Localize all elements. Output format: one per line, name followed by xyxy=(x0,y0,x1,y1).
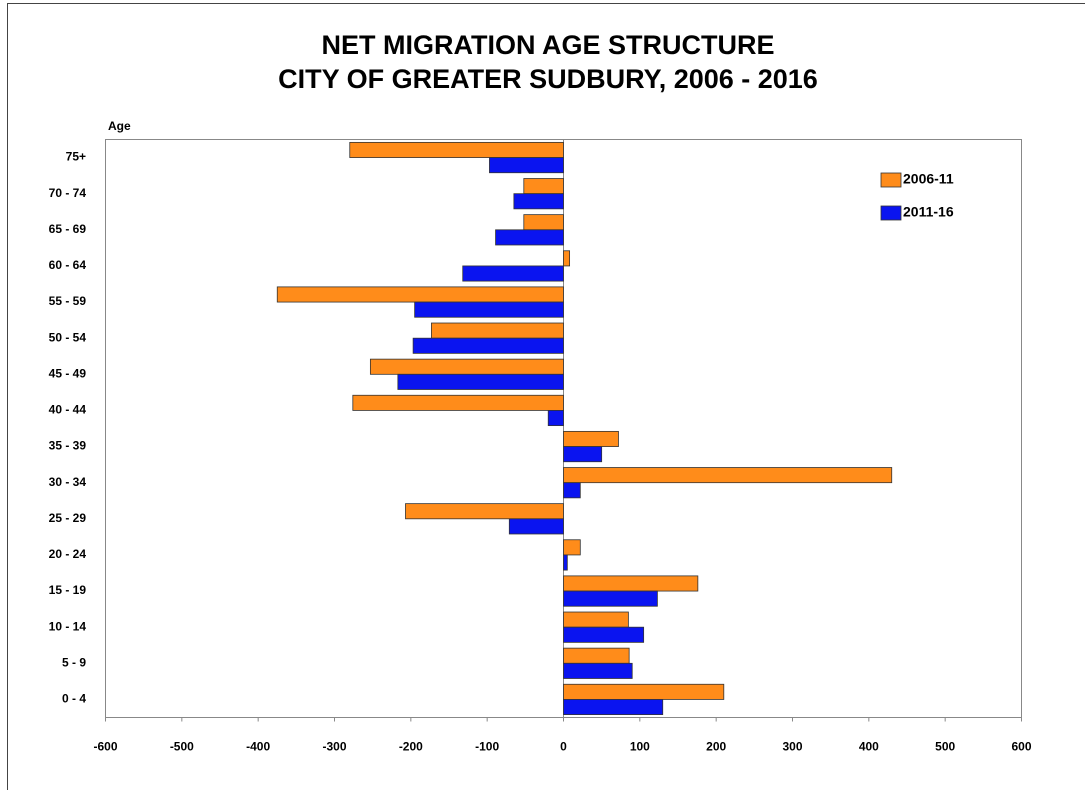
y-tick-label: 65 - 69 xyxy=(49,222,87,236)
legend-swatch xyxy=(880,172,902,188)
x-tick-label: -300 xyxy=(322,740,346,754)
x-tick-label: 500 xyxy=(935,740,955,754)
legend-label: 2011-16 xyxy=(903,204,954,220)
bar xyxy=(563,554,568,571)
x-tick-label: 300 xyxy=(782,740,802,754)
y-tick-label: 75+ xyxy=(66,150,86,164)
bar xyxy=(462,265,564,282)
x-tick-label: -600 xyxy=(93,740,117,754)
y-axis-label: Age xyxy=(108,119,131,133)
bar xyxy=(414,301,564,318)
bar xyxy=(412,337,564,354)
y-tick-label: 70 - 74 xyxy=(49,186,87,200)
bar xyxy=(563,250,571,267)
bar xyxy=(349,141,564,158)
y-tick-label: 45 - 49 xyxy=(49,366,87,380)
y-tick-label: 5 - 9 xyxy=(62,655,86,669)
bar xyxy=(563,590,658,607)
bar xyxy=(489,157,564,174)
frame xyxy=(7,3,1085,790)
y-tick-label: 10 - 14 xyxy=(49,619,87,633)
chart-subtitle: CITY OF GREATER SUDBURY, 2006 - 2016 xyxy=(278,64,818,94)
y-tick-label: 35 - 39 xyxy=(49,439,87,453)
y-tick-label: 25 - 29 xyxy=(49,511,87,525)
x-tick-label: 600 xyxy=(1011,740,1031,754)
bar xyxy=(405,503,564,520)
bar xyxy=(495,229,564,246)
x-tick-label: -400 xyxy=(246,740,270,754)
bar xyxy=(563,446,603,463)
bar xyxy=(369,358,564,375)
bar xyxy=(563,683,725,700)
bar xyxy=(276,286,564,303)
x-tick-label: 400 xyxy=(859,740,879,754)
y-tick-label: 20 - 24 xyxy=(49,547,87,561)
x-tick-label: 200 xyxy=(706,740,726,754)
y-tick-label: 50 - 54 xyxy=(49,330,87,344)
bar xyxy=(563,662,633,679)
y-tick-label: 60 - 64 xyxy=(49,258,87,272)
bar xyxy=(523,214,564,231)
y-tick-label: 55 - 59 xyxy=(49,294,87,308)
bar xyxy=(563,539,581,556)
bar xyxy=(563,482,581,499)
bar xyxy=(563,626,645,643)
bar xyxy=(547,410,564,427)
bar xyxy=(431,322,564,339)
x-tick-label: 0 xyxy=(560,740,567,754)
bar xyxy=(563,467,893,484)
bar xyxy=(563,430,619,447)
x-tick-label: -500 xyxy=(170,740,194,754)
bar xyxy=(563,647,630,664)
x-tick-label: 100 xyxy=(630,740,650,754)
bar xyxy=(508,518,564,535)
bar xyxy=(563,611,629,628)
bar xyxy=(352,394,564,411)
bar xyxy=(513,193,564,210)
y-tick-label: 40 - 44 xyxy=(49,403,87,417)
bar xyxy=(397,373,564,390)
legend-label: 2006-11 xyxy=(903,171,954,187)
chart-title: NET MIGRATION AGE STRUCTURE xyxy=(322,30,775,60)
bar xyxy=(523,178,564,195)
x-tick-label: -200 xyxy=(399,740,423,754)
legend-swatch xyxy=(880,205,902,221)
y-tick-label: 30 - 34 xyxy=(49,475,87,489)
y-tick-label: 15 - 19 xyxy=(49,583,87,597)
y-tick-label: 0 - 4 xyxy=(62,692,86,706)
x-tick-label: -100 xyxy=(475,740,499,754)
bar xyxy=(563,699,664,716)
bar xyxy=(563,575,699,592)
